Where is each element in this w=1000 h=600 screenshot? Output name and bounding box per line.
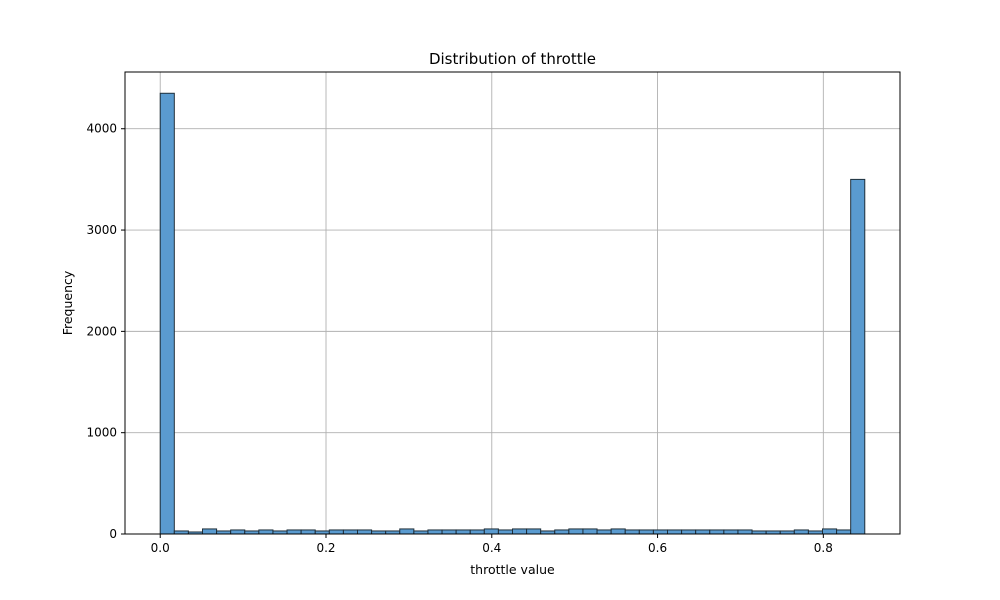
histogram-bar — [652, 529, 669, 535]
histogram-bar — [202, 528, 218, 535]
histogram-bar — [709, 529, 725, 535]
histogram-bar — [441, 529, 457, 535]
histogram-bar — [610, 528, 626, 535]
y-tick-label: 1000 — [86, 426, 117, 440]
x-tick-label: 0.8 — [814, 541, 833, 555]
y-tick-label: 2000 — [86, 324, 117, 338]
histogram-bar — [822, 528, 838, 535]
x-axis-label: throttle value — [470, 562, 555, 577]
histogram-bar — [723, 529, 739, 535]
histogram-bar — [526, 528, 542, 535]
y-tick-label: 3000 — [86, 223, 117, 237]
x-tick-label: 0.2 — [316, 541, 335, 555]
histogram-bar — [568, 528, 584, 535]
histogram-bar — [342, 529, 358, 535]
histogram-bar — [793, 529, 809, 535]
histogram-bar — [399, 528, 415, 535]
y-tick-label: 4000 — [86, 122, 117, 136]
y-axis-ticks: 0 1000 2000 3000 4000 — [86, 122, 125, 541]
histogram-bar — [328, 529, 344, 535]
histogram-bar — [737, 529, 753, 535]
x-tick-label: 0.4 — [482, 541, 501, 555]
x-tick-label: 0.6 — [648, 541, 667, 555]
histogram-bar — [286, 529, 302, 535]
y-tick-label: 0 — [109, 527, 117, 541]
histogram-bar — [427, 529, 443, 535]
histogram-bar — [638, 529, 654, 535]
histogram-bar — [850, 178, 866, 535]
histogram-bar — [357, 529, 373, 535]
histogram-bar — [469, 529, 485, 535]
histogram-bar — [258, 529, 274, 535]
histogram-bar — [554, 529, 570, 535]
chart-title: Distribution of throttle — [429, 50, 596, 68]
histogram-bar — [667, 529, 683, 535]
histogram-bar — [695, 529, 711, 535]
x-axis-ticks: 0.0 0.2 0.4 0.6 0.8 — [151, 534, 833, 555]
histogram-bar — [596, 529, 612, 535]
histogram-bar — [230, 529, 246, 535]
plot-area-frame — [124, 71, 901, 535]
y-axis-label: Frequency — [60, 270, 75, 335]
histogram-bar — [624, 529, 640, 535]
histogram-bar — [497, 529, 513, 535]
histogram-bar — [836, 529, 852, 535]
histogram-bar — [300, 529, 316, 535]
histogram-bar — [582, 528, 598, 535]
histogram-bar — [159, 92, 175, 535]
histogram-bar — [455, 529, 471, 535]
x-tick-label: 0.0 — [151, 541, 170, 555]
histogram-bar — [681, 529, 697, 535]
histogram-bar — [483, 528, 499, 535]
histogram-bar — [512, 528, 528, 535]
